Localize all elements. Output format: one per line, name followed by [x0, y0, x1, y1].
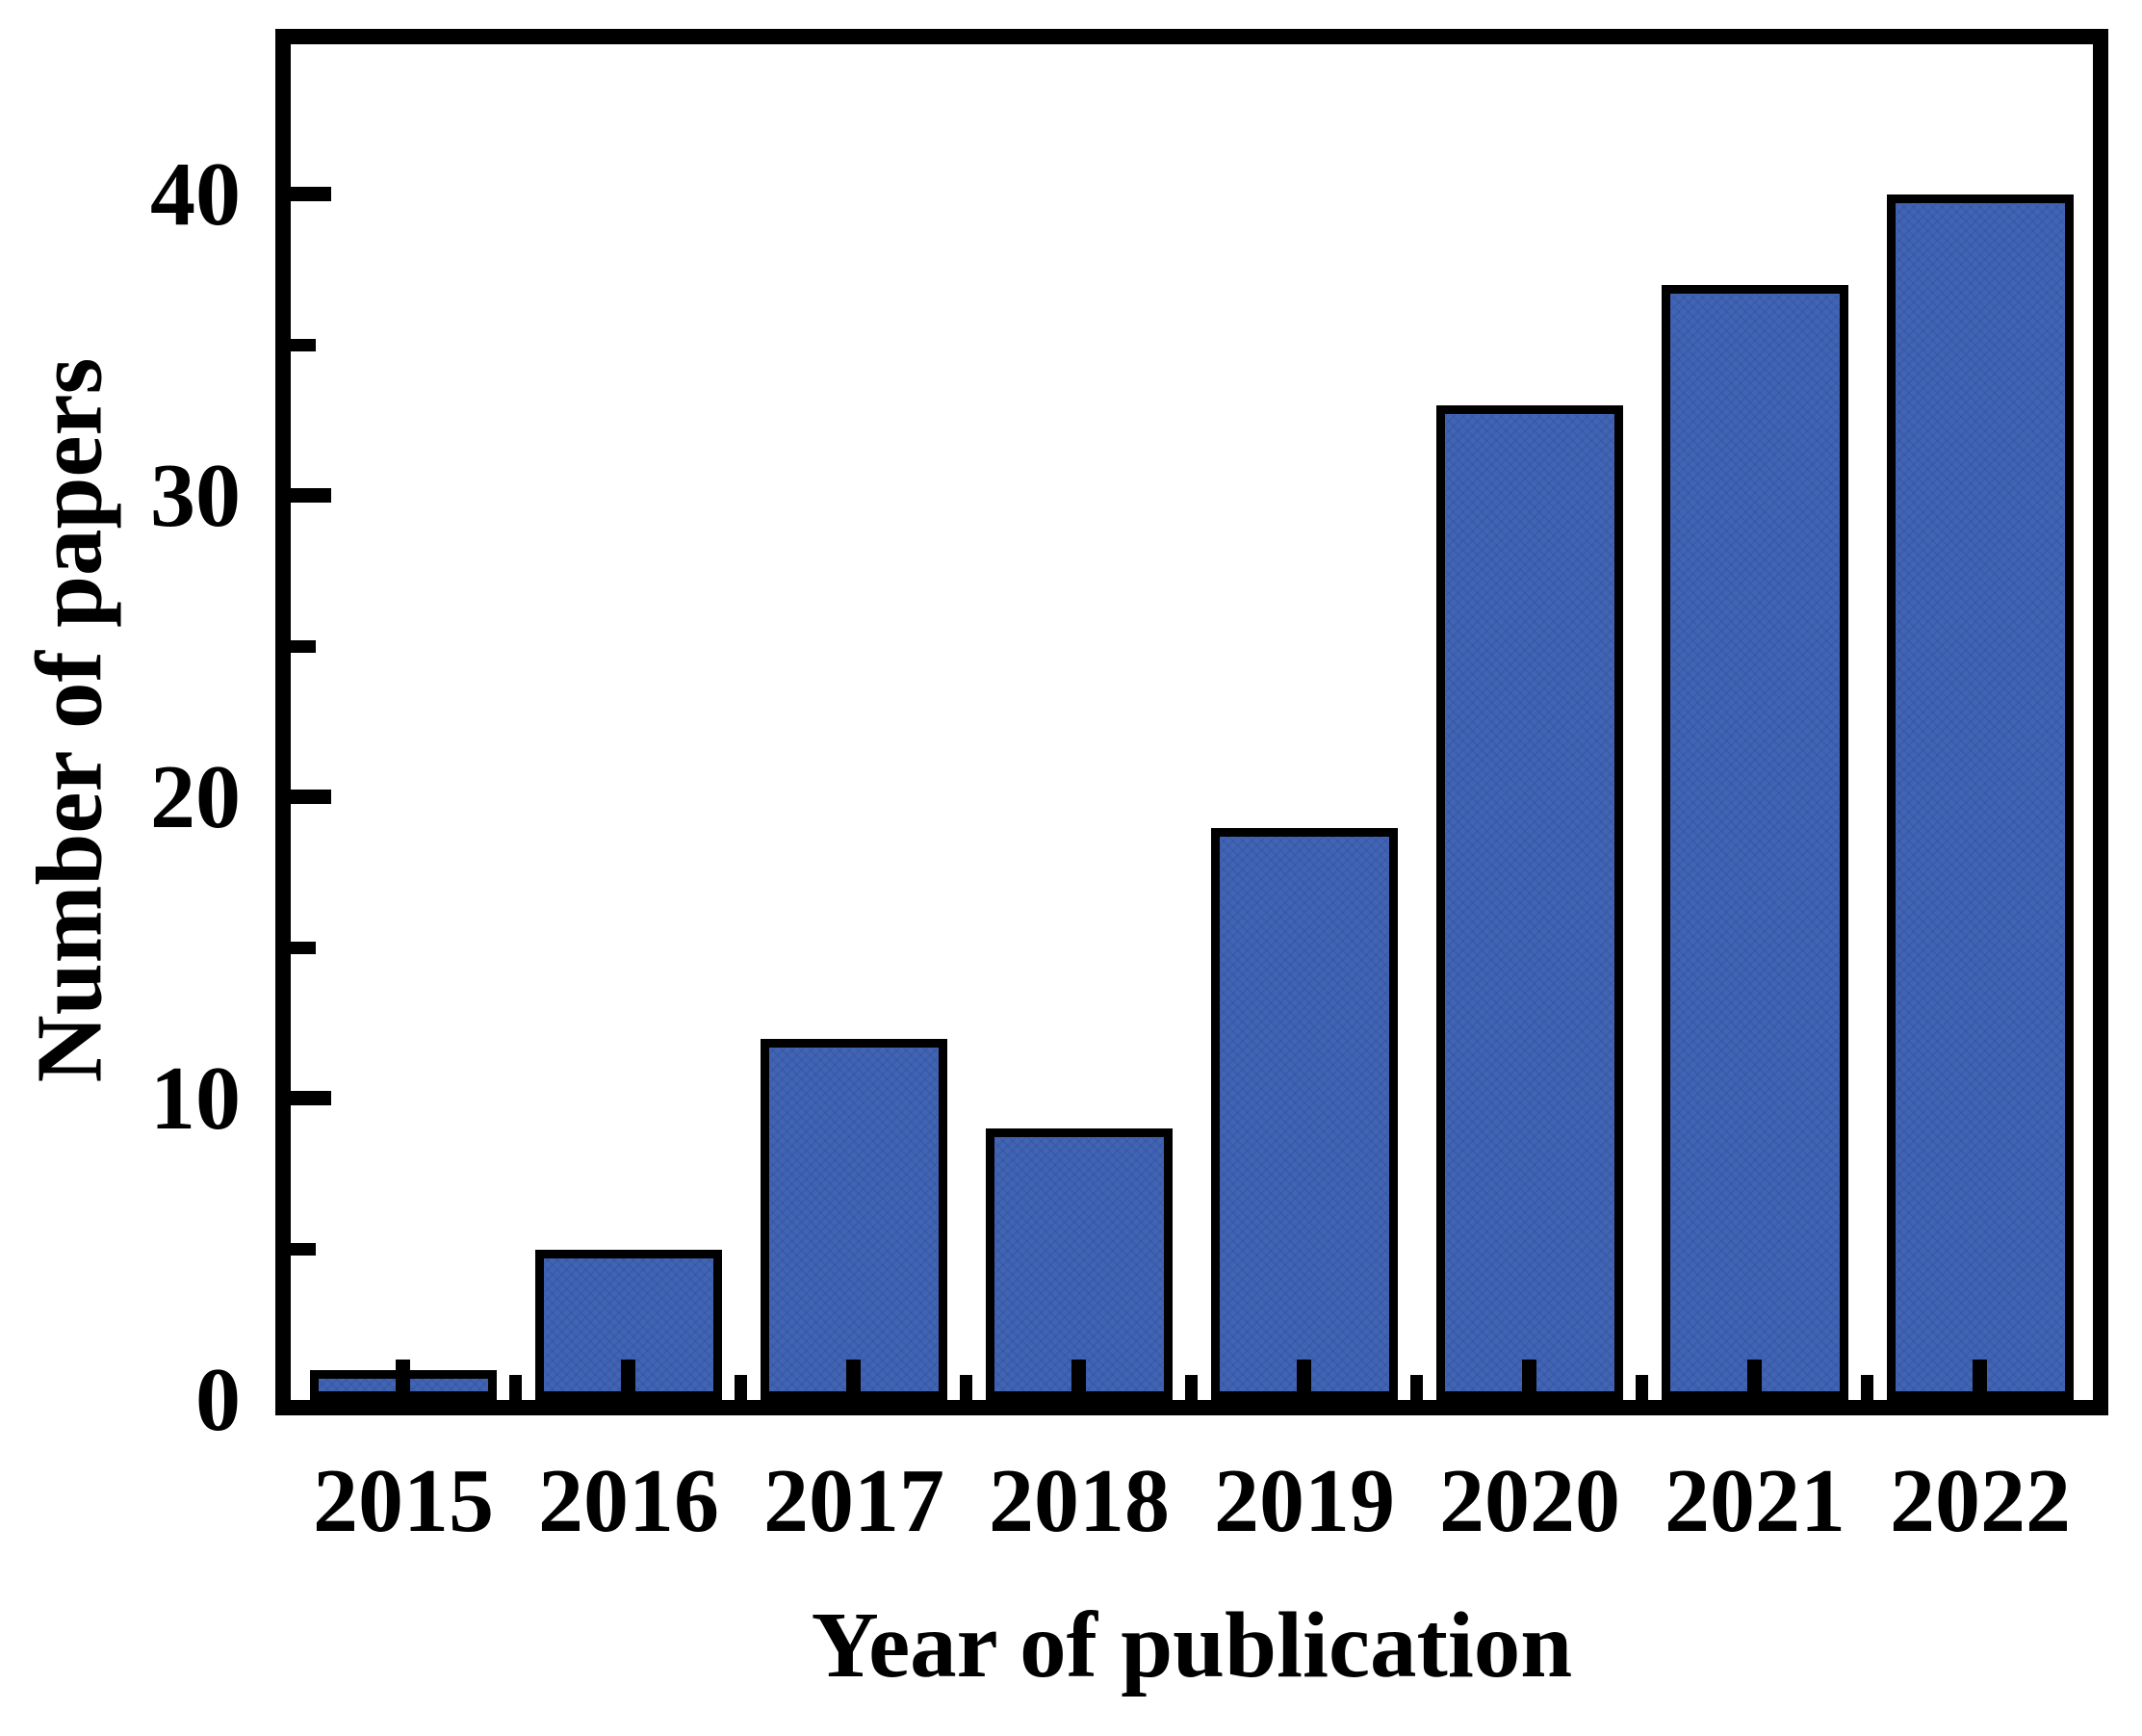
- y-tick-label: 0: [195, 1350, 241, 1450]
- x-tick-label: 2015: [313, 1451, 494, 1551]
- x-tick-label: 2018: [989, 1451, 1170, 1551]
- y-tick-label: 40: [150, 144, 241, 245]
- y-tick-label: 30: [150, 446, 241, 546]
- x-tick-label: 2019: [1214, 1451, 1395, 1551]
- x-minor-tick: [1185, 1375, 1198, 1400]
- y-tick-label: 20: [150, 747, 241, 847]
- plot-frame: [275, 29, 2108, 1415]
- bar-2019: [1211, 828, 1398, 1400]
- x-major-tick: [1071, 1360, 1086, 1400]
- y-minor-tick: [291, 1243, 316, 1256]
- y-major-tick: [291, 1091, 331, 1105]
- x-minor-tick: [735, 1375, 747, 1400]
- bar-2017: [761, 1039, 947, 1400]
- x-minor-tick: [1410, 1375, 1423, 1400]
- x-major-tick: [1973, 1360, 1987, 1400]
- x-major-tick: [1522, 1360, 1536, 1400]
- x-tick-label: 2022: [1890, 1451, 2071, 1551]
- x-minor-tick: [960, 1375, 972, 1400]
- x-tick-label: 2017: [763, 1451, 944, 1551]
- y-major-tick: [291, 790, 331, 804]
- x-major-tick: [396, 1360, 410, 1400]
- bar-2018: [986, 1128, 1173, 1400]
- x-minor-tick: [509, 1375, 522, 1400]
- x-tick-label: 2016: [538, 1451, 719, 1551]
- x-tick-label: 2020: [1439, 1451, 1620, 1551]
- y-minor-tick: [291, 339, 316, 351]
- x-major-tick: [1297, 1360, 1311, 1400]
- y-major-tick: [291, 488, 331, 503]
- x-major-tick: [846, 1360, 861, 1400]
- x-major-tick: [621, 1360, 635, 1400]
- bar-2022: [1887, 194, 2074, 1400]
- y-minor-tick: [291, 640, 316, 653]
- y-tick-label: 10: [150, 1049, 241, 1149]
- y-minor-tick: [291, 942, 316, 954]
- x-tick-label: 2021: [1665, 1451, 1845, 1551]
- y-major-tick: [291, 187, 331, 201]
- bar-2020: [1436, 405, 1623, 1400]
- bar-2021: [1662, 285, 1848, 1400]
- x-axis-title: Year of publication: [811, 1593, 1573, 1697]
- x-minor-tick: [1861, 1375, 1873, 1400]
- x-minor-tick: [1636, 1375, 1648, 1400]
- x-major-tick: [1747, 1360, 1762, 1400]
